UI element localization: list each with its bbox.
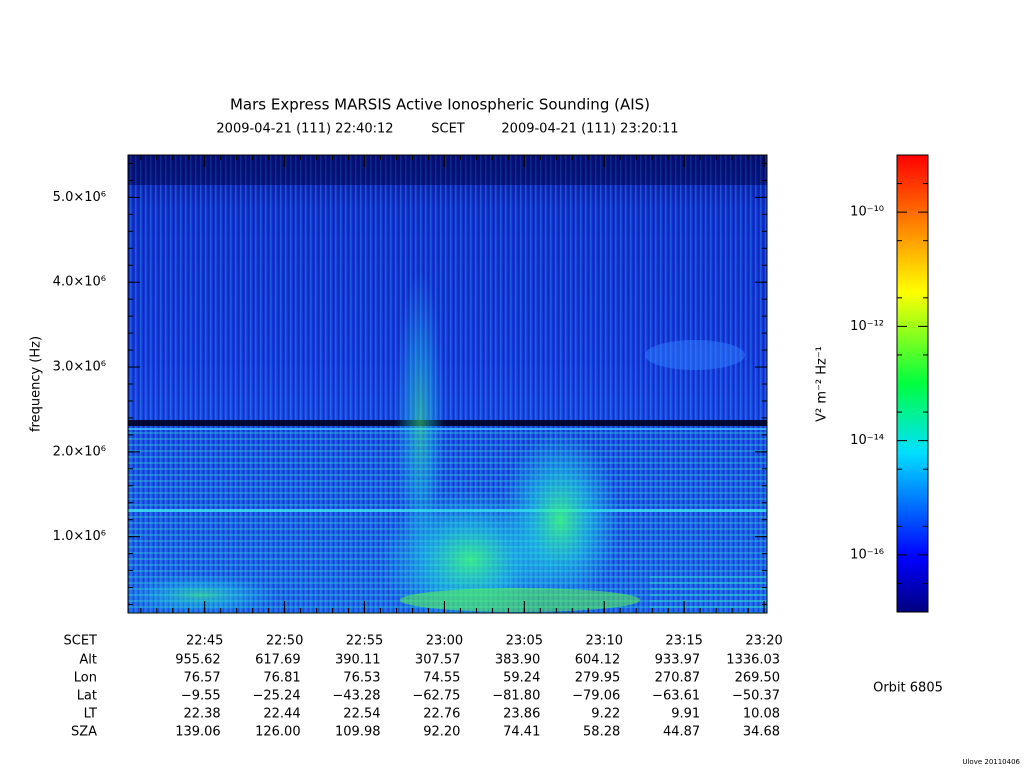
table-cell: 390.11 (335, 653, 381, 668)
row-label: Alt (79, 653, 97, 668)
table-cell: 1336.03 (726, 653, 780, 668)
row-label: SCET (64, 634, 98, 649)
table-cell: 23.86 (503, 707, 540, 722)
time-label: SCET (431, 122, 465, 137)
table-cell: 92.20 (423, 725, 460, 740)
table-cell: 9.22 (591, 707, 620, 722)
colorbar-tick-label: 10⁻¹⁰ (850, 205, 884, 220)
table-cell: −9.55 (181, 689, 221, 704)
table-cell: 139.06 (175, 725, 221, 740)
colorbar-tick-label: 10⁻¹⁴ (850, 433, 884, 448)
table-cell: 22.54 (343, 707, 380, 722)
x-tick-label: 23:10 (586, 634, 623, 649)
table-cell: 279.95 (575, 671, 621, 686)
table-cell: −43.28 (332, 689, 380, 704)
colorbar-tick-label: 10⁻¹⁶ (850, 547, 884, 562)
start-time: 2009-04-21 (111) 22:40:12 (216, 122, 393, 137)
y-axis-label: frequency (Hz) (29, 336, 44, 432)
table-cell: −63.61 (652, 689, 700, 704)
y-tick-label: 2.0×10⁶ (53, 444, 106, 459)
y-tick-label: 4.0×10⁶ (53, 275, 106, 290)
table-cell: −50.37 (732, 689, 780, 704)
x-tick-label: 22:50 (266, 634, 303, 649)
table-cell: −62.75 (412, 689, 460, 704)
table-cell: 34.68 (743, 725, 780, 740)
table-cell: 74.41 (503, 725, 540, 740)
x-tick-label: 22:45 (186, 634, 223, 649)
colorbar-label: V² m⁻² Hz⁻¹ (815, 346, 830, 422)
row-label: SZA (71, 725, 97, 740)
table-cell: 44.87 (663, 725, 700, 740)
spectrogram (128, 155, 767, 613)
chart-title: Mars Express MARSIS Active Ionospheric S… (230, 96, 650, 114)
table-cell: 109.98 (335, 725, 381, 740)
table-cell: −79.06 (572, 689, 620, 704)
table-cell: 58.28 (583, 725, 620, 740)
x-tick-label: 22:55 (346, 634, 383, 649)
y-tick-label: 5.0×10⁶ (53, 190, 106, 205)
table-cell: −81.80 (492, 689, 540, 704)
row-label: Lon (74, 671, 97, 686)
table-cell: 22.76 (423, 707, 460, 722)
table-cell: 76.53 (343, 671, 380, 686)
table-cell: 22.44 (263, 707, 300, 722)
row-label: LT (84, 707, 97, 722)
table-cell: 10.08 (743, 707, 780, 722)
colorbar (896, 154, 929, 613)
table-cell: 955.62 (175, 653, 221, 668)
end-time: 2009-04-21 (111) 23:20:11 (501, 122, 678, 137)
table-cell: 9.91 (671, 707, 700, 722)
x-tick-label: 23:15 (665, 634, 702, 649)
table-cell: 59.24 (503, 671, 540, 686)
table-cell: 269.50 (735, 671, 781, 686)
colorbar-tick-label: 10⁻¹² (850, 319, 884, 334)
table-cell: 617.69 (255, 653, 301, 668)
table-cell: 74.55 (423, 671, 460, 686)
x-tick-label: 23:20 (745, 634, 782, 649)
x-tick-label: 23:00 (426, 634, 463, 649)
table-cell: 383.90 (495, 653, 541, 668)
table-cell: 76.81 (263, 671, 300, 686)
table-cell: 270.87 (655, 671, 701, 686)
y-tick-label: 1.0×10⁶ (53, 529, 106, 544)
table-cell: 307.57 (415, 653, 461, 668)
table-cell: 126.00 (255, 725, 301, 740)
row-label: Lat (77, 689, 97, 704)
table-cell: −25.24 (253, 689, 301, 704)
table-cell: 22.38 (183, 707, 220, 722)
table-cell: 604.12 (575, 653, 621, 668)
table-cell: 933.97 (655, 653, 701, 668)
table-cell: 76.57 (183, 671, 220, 686)
orbit: Orbit 6805 (873, 681, 943, 696)
x-tick-label: 23:05 (506, 634, 543, 649)
y-tick-label: 3.0×10⁶ (53, 360, 106, 375)
footer: Ulove 20110406 (962, 758, 1020, 766)
